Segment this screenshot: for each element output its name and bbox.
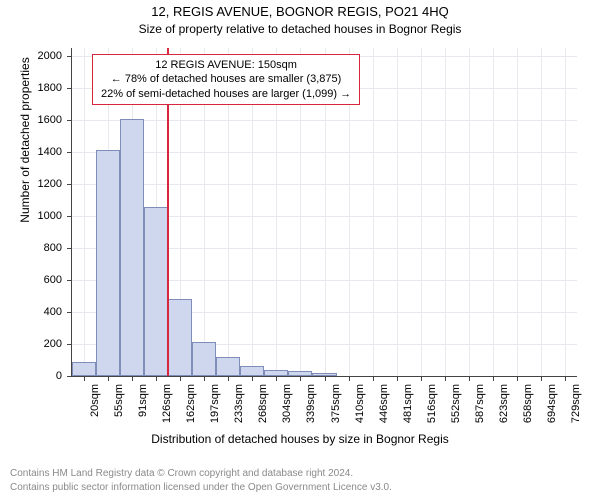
y-tick-label: 200 [0,338,62,350]
y-tick-mark [67,56,72,57]
y-tick-label: 400 [0,306,62,318]
footer: Contains HM Land Registry data © Crown c… [0,461,600,500]
x-tick-mark [156,376,157,381]
callout-line-1: 12 REGIS AVENUE: 150sqm [101,58,351,72]
x-tick-mark [349,376,350,381]
x-tick-mark [493,376,494,381]
x-tick-mark [180,376,181,381]
y-axis [71,48,72,376]
page-subtitle: Size of property relative to detached ho… [0,22,600,36]
x-tick-mark [373,376,374,381]
x-tick-label: 587sqm [474,384,486,434]
callout-line-3: 22% of semi-detached houses are larger (… [101,87,351,101]
y-tick-mark [67,376,72,377]
histogram-bar [144,207,168,376]
y-axis-label: Number of detached properties [18,0,32,304]
page-title: 12, REGIS AVENUE, BOGNOR REGIS, PO21 4HQ [0,4,600,19]
x-tick-label: 623sqm [498,384,510,434]
x-tick-mark [517,376,518,381]
x-tick-mark [541,376,542,381]
x-tick-mark [84,376,85,381]
x-tick-label: 339sqm [305,384,317,434]
x-tick-label: 91sqm [137,384,149,434]
x-tick-label: 304sqm [281,384,293,434]
y-tick-mark [67,216,72,217]
y-tick-mark [67,152,72,153]
y-tick-mark [67,248,72,249]
x-tick-mark [252,376,253,381]
x-tick-label: 197sqm [209,384,221,434]
x-tick-label: 694sqm [546,384,558,434]
x-tick-label: 20sqm [89,384,101,434]
x-tick-label: 375sqm [330,384,342,434]
y-tick-mark [67,312,72,313]
x-tick-mark [132,376,133,381]
x-tick-label: 162sqm [185,384,197,434]
x-tick-label: 481sqm [402,384,414,434]
y-tick-mark [67,280,72,281]
x-tick-mark [108,376,109,381]
histogram-bar [72,362,96,376]
y-tick-mark [67,344,72,345]
x-tick-mark [469,376,470,381]
marker-callout: 12 REGIS AVENUE: 150sqm ← 78% of detache… [92,54,360,105]
callout-line-2: ← 78% of detached houses are smaller (3,… [101,72,351,86]
footer-line-1: Contains HM Land Registry data © Crown c… [10,467,590,481]
histogram-bar [96,150,120,376]
histogram-bar [192,342,216,376]
x-tick-mark [228,376,229,381]
x-tick-label: 55sqm [113,384,125,434]
y-tick-mark [67,88,72,89]
y-tick-mark [67,184,72,185]
x-tick-label: 268sqm [257,384,269,434]
x-tick-mark [421,376,422,381]
x-tick-mark [300,376,301,381]
x-tick-label: 552sqm [450,384,462,434]
x-tick-label: 729sqm [570,384,582,434]
x-tick-mark [276,376,277,381]
x-tick-label: 658sqm [522,384,534,434]
x-tick-label: 516sqm [426,384,438,434]
chart-container: { "header": { "title": "12, REGIS AVENUE… [0,0,600,500]
x-tick-label: 126sqm [161,384,173,434]
footer-line-2: Contains public sector information licen… [10,481,590,495]
x-tick-mark [565,376,566,381]
x-tick-label: 446sqm [378,384,390,434]
y-tick-mark [67,120,72,121]
x-tick-mark [397,376,398,381]
x-axis-label: Distribution of detached houses by size … [0,432,600,446]
x-tick-mark [445,376,446,381]
x-tick-mark [325,376,326,381]
x-tick-mark [204,376,205,381]
histogram-bar [240,366,264,376]
histogram-bar [120,119,144,376]
histogram-bar [168,299,192,376]
x-tick-label: 233sqm [233,384,245,434]
histogram-bar [216,357,240,376]
x-tick-label: 410sqm [354,384,366,434]
y-tick-label: 0 [0,370,62,382]
